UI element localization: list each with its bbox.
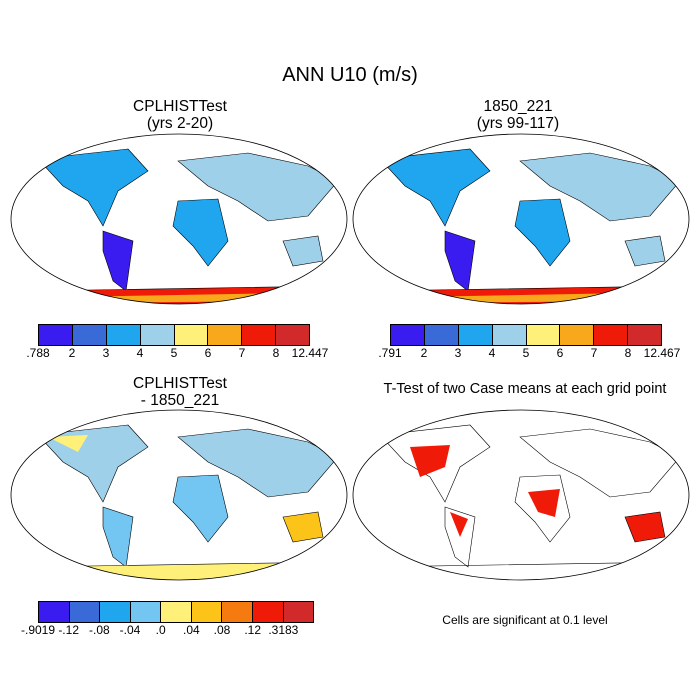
figure-title: ANN U10 (m/s)	[282, 64, 418, 86]
colorbar-bottom-left-tick-label: -.08	[88, 623, 110, 637]
colorbar-top-right-tick-label: 2	[420, 346, 428, 360]
colorbar-bottom-left-tick-label: .0	[155, 623, 166, 637]
map-bottom-right	[352, 409, 690, 581]
panel-title-line2: (yrs 99-117)	[476, 115, 560, 132]
colorbar-top-left-swatch	[208, 325, 243, 345]
colorbar-top-left-tick-label: 7	[238, 346, 246, 360]
colorbar-top-right-swatch	[628, 325, 661, 345]
colorbar-bottom-left-swatch	[161, 602, 192, 622]
colorbar-labels-bottom-left: -.9019 -.12 -.08 -.04 .0 .04 .08 .12 .3183	[21, 623, 314, 639]
panel-title-line2: - 1850_221	[140, 392, 220, 409]
colorbar-top-left-swatch	[39, 325, 73, 345]
colorbar-top-left-tick-label: .788	[26, 346, 50, 360]
colorbar-top-right-tick-label: 5	[522, 346, 530, 360]
colorbar-top-right-tick-label: 6	[556, 346, 564, 360]
colorbar-labels-top-right: .791 2 3 4 5 6 7 8 12.467	[378, 346, 680, 362]
map-top-right	[352, 133, 690, 305]
significance-note: Cells are significant at 0.1 level	[442, 613, 608, 627]
colorbar-top-right-tick-label: 4	[488, 346, 496, 360]
colorbar-bottom-left-swatch	[100, 602, 131, 622]
colorbar-top-left-swatch	[72, 325, 107, 345]
colorbar-bottom-left-tick-label: .08	[213, 623, 231, 637]
colorbar-top-left-swatch	[106, 325, 141, 345]
map-top-left	[10, 133, 348, 305]
colorbar-top-right-swatch	[424, 325, 459, 345]
colorbar-top-right-swatch	[560, 325, 595, 345]
panel-title-bottom-left: CPLHISTTest - 1850_221	[70, 375, 290, 409]
colorbar-labels-top-left: .788 2 3 4 5 6 7 8 12.447	[26, 346, 328, 362]
colorbar-bottom-left-swatch	[252, 602, 284, 622]
colorbar-top-left-swatch	[174, 325, 209, 345]
colorbar-top-left-tick-label: 8	[272, 346, 280, 360]
panel-title-line1: CPLHISTTest	[133, 375, 227, 392]
colorbar-bottom-left-swatch	[69, 602, 101, 622]
colorbar-top-left-tick-label: 4	[136, 346, 144, 360]
colorbar-top-left-tick-label: 12.447	[291, 346, 329, 360]
colorbar-bottom-left	[38, 601, 314, 623]
colorbar-top-right-swatch	[594, 325, 629, 345]
colorbar-bottom-left-tick-label: -.04	[119, 623, 141, 637]
colorbar-top-right-swatch	[458, 325, 493, 345]
map-bottom-left	[10, 409, 348, 581]
panel-title-line2: (yrs 2-20)	[146, 115, 214, 132]
colorbar-bottom-left-swatch	[130, 602, 162, 622]
colorbar-bottom-left-tick-label: .3183	[268, 623, 299, 637]
colorbar-top-right-tick-label: 3	[454, 346, 462, 360]
colorbar-top-right-swatch	[391, 325, 425, 345]
colorbar-top-left-swatch	[276, 325, 309, 345]
colorbar-top-right-tick-label: 8	[624, 346, 632, 360]
colorbar-bottom-left-tick-label: -.9019	[20, 623, 56, 637]
colorbar-top-left	[38, 324, 310, 346]
colorbar-top-right-tick-label: 12.467	[643, 346, 681, 360]
panel-title-bottom-right: T-Test of two Case means at each grid po…	[383, 381, 667, 397]
colorbar-top-right-swatch	[526, 325, 561, 345]
colorbar-top-right	[390, 324, 662, 346]
panel-title-line1: 1850_221	[483, 98, 553, 115]
colorbar-top-left-tick-label: 2	[68, 346, 76, 360]
colorbar-top-left-tick-label: 5	[170, 346, 178, 360]
colorbar-bottom-left-tick-label: -.12	[58, 623, 79, 637]
panel-title-line1: CPLHISTTest	[133, 98, 227, 115]
colorbar-bottom-left-swatch	[39, 602, 70, 622]
colorbar-top-right-swatch	[492, 325, 527, 345]
colorbar-bottom-left-tick-label: .12	[244, 623, 261, 637]
colorbar-top-right-tick-label: .791	[378, 346, 402, 360]
colorbar-top-left-swatch	[140, 325, 175, 345]
colorbar-bottom-left-swatch	[222, 602, 253, 622]
colorbar-top-left-tick-label: 3	[102, 346, 110, 360]
colorbar-top-right-tick-label: 7	[590, 346, 598, 360]
colorbar-bottom-left-swatch	[283, 602, 314, 622]
colorbar-bottom-left-swatch	[191, 602, 223, 622]
colorbar-bottom-left-tick-label: .04	[182, 623, 200, 637]
colorbar-top-left-swatch	[242, 325, 277, 345]
panel-title-top-left: CPLHISTTest (yrs 2-20)	[70, 98, 290, 132]
colorbar-top-left-tick-label: 6	[204, 346, 212, 360]
panel-title-top-right: 1850_221 (yrs 99-117)	[408, 98, 628, 132]
